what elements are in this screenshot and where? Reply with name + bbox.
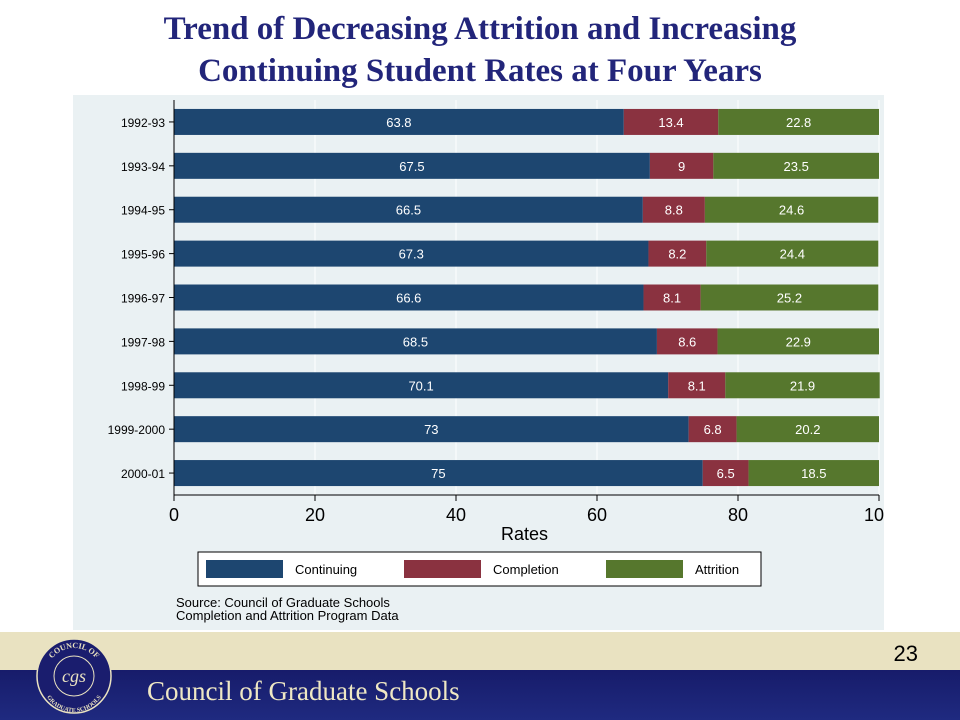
legend-swatch [606, 560, 683, 578]
bar-segment [174, 240, 649, 267]
data-label: 24.6 [779, 203, 804, 218]
bar-segment [702, 460, 749, 487]
y-tick-label: 1995-96 [121, 248, 165, 262]
data-label: 13.4 [658, 115, 683, 130]
y-tick-label: 1997-98 [121, 335, 165, 349]
footer: 23 COUNCIL OF GRADUATE SCHOOLS cgs Counc… [0, 632, 960, 720]
bar-segment [706, 240, 879, 267]
source-note: Source: Council of Graduate Schools Comp… [176, 596, 399, 622]
bar-segment [748, 460, 879, 487]
bar-segment [668, 372, 726, 399]
bar-segment [700, 284, 879, 311]
bar-segment [623, 108, 719, 135]
footer-band: 23 [0, 632, 960, 670]
source-line-1: Source: Council of Graduate Schools [176, 595, 390, 610]
x-tick-label: 60 [587, 505, 607, 525]
bar-segment [713, 152, 879, 179]
svg-text:cgs: cgs [62, 666, 86, 686]
bar-segment [718, 108, 879, 135]
data-label: 67.5 [399, 159, 424, 174]
bar-segment [174, 284, 644, 311]
data-label: 68.5 [403, 334, 428, 349]
data-label: 25.2 [777, 291, 802, 306]
y-tick-label: 1993-94 [121, 160, 165, 174]
slide-title-line-2: Continuing Student Rates at Four Years [198, 53, 762, 89]
data-label: 67.3 [399, 247, 424, 262]
y-tick-label: 1992-93 [121, 116, 165, 130]
y-tick-label: 1996-97 [121, 292, 165, 306]
bar-segment [704, 196, 879, 223]
data-label: 66.5 [396, 203, 421, 218]
data-label: 63.8 [386, 115, 411, 130]
axis-layer: 1992-93 1993-94 1994-95 1995-96 1996-97 1997-… [108, 100, 884, 544]
data-label: 6.5 [717, 466, 735, 481]
data-label: 22.8 [786, 115, 811, 130]
slide-title-line-1: Trend of Decreasing Attrition and Increa… [163, 11, 797, 47]
data-label: 18.5 [801, 466, 826, 481]
legend-swatch [206, 560, 283, 578]
bar-segment [174, 152, 650, 179]
data-label: 8.1 [663, 291, 681, 306]
bar-segment [649, 152, 714, 179]
y-tick-label: 1999-2000 [108, 423, 166, 437]
x-tick-label: 0 [169, 505, 179, 525]
y-tick-label: 2000-01 [121, 467, 165, 481]
x-tick-label: 20 [305, 505, 325, 525]
data-label: 21.9 [790, 378, 815, 393]
bar-segment [174, 108, 624, 135]
bar-segment [688, 416, 737, 443]
data-label: 73 [424, 422, 438, 437]
bar-segment [174, 328, 657, 355]
y-tick-label: 1994-95 [121, 204, 165, 218]
data-label: 6.8 [704, 422, 722, 437]
cgs-seal-logo: COUNCIL OF GRADUATE SCHOOLS cgs [36, 638, 112, 714]
data-label: 22.9 [786, 334, 811, 349]
slide-title: Trend of Decreasing Attrition and Increa… [0, 8, 960, 92]
bar-segment [643, 284, 701, 311]
data-label: 23.5 [784, 159, 809, 174]
legend: Continuing Completion Attrition [197, 551, 762, 587]
chart-panel: 63.8 13.4 22.8 67.5 9 23.5 66.5 8.8 24.6 67.3 8.2 2… [73, 95, 884, 630]
data-label: 24.4 [780, 247, 805, 262]
bar-segment [717, 328, 879, 355]
bar-segment [648, 240, 707, 267]
bar-segment [656, 328, 718, 355]
bar-segment [736, 416, 879, 443]
stacked-bar-chart: 63.8 13.4 22.8 67.5 9 23.5 66.5 8.8 24.6 67.3 8.2 2… [108, 100, 884, 587]
legend-label: Attrition [695, 562, 739, 577]
source-line-2: Completion and Attrition Program Data [176, 608, 399, 623]
bar-segment [642, 196, 705, 223]
bar-segment [174, 460, 703, 487]
legend-label: Completion [493, 562, 559, 577]
data-label: 20.2 [795, 422, 820, 437]
bar-layer: 63.8 13.4 22.8 67.5 9 23.5 66.5 8.8 24.6 67.3 8.2 2… [174, 108, 880, 487]
x-tick-label: 100 [864, 505, 884, 525]
data-label: 70.1 [408, 378, 433, 393]
data-label: 9 [678, 159, 685, 174]
bar-segment [725, 372, 880, 399]
bar-segment [174, 196, 643, 223]
data-label: 75 [431, 466, 445, 481]
x-axis-title: Rates [501, 524, 548, 544]
x-tick-label: 40 [446, 505, 466, 525]
x-tick-label: 80 [728, 505, 748, 525]
data-label: 66.6 [396, 291, 421, 306]
data-label: 8.2 [668, 247, 686, 262]
bar-segment [174, 416, 689, 443]
y-tick-label: 1998-99 [121, 379, 165, 393]
bar-segment [174, 372, 669, 399]
legend-swatch [404, 560, 481, 578]
page-number: 23 [893, 641, 918, 666]
data-label: 8.6 [678, 334, 696, 349]
data-label: 8.8 [665, 203, 683, 218]
data-label: 8.1 [688, 378, 706, 393]
org-name: Council of Graduate Schools [147, 676, 460, 706]
legend-label: Continuing [295, 562, 357, 577]
